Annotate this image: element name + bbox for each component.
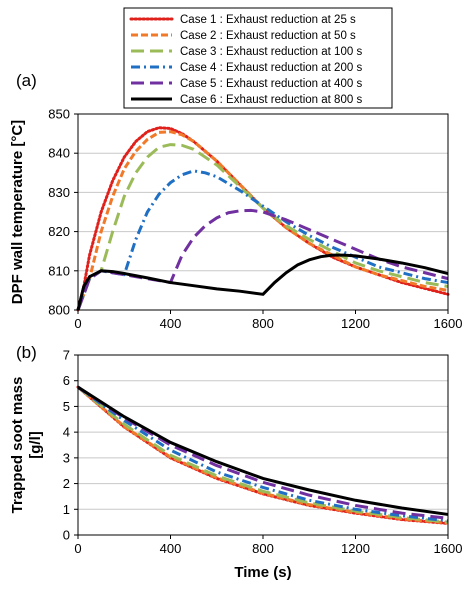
x-tick-label: 800 xyxy=(252,316,274,331)
x-tick-label: 1200 xyxy=(341,316,370,331)
legend-label-case-1: Case 1 : Exhaust reduction at 25 s xyxy=(180,14,356,26)
y-axis-title-line: Trapped soot mass xyxy=(9,377,26,514)
y-tick-label: 800 xyxy=(48,303,70,318)
y-tick-label: 2 xyxy=(63,476,70,491)
y-axis-title: DPF wall temperature [°C] xyxy=(9,120,26,304)
x-tick-label: 400 xyxy=(160,316,182,331)
series-line-case-2 xyxy=(76,130,449,311)
legend: Case 1 : Exhaust reduction at 25 s Case 2… xyxy=(123,7,393,109)
x-tick-label: 800 xyxy=(252,541,274,556)
legend-box xyxy=(123,7,393,109)
y-axis-title-line: [g/l] xyxy=(27,431,44,459)
y-tick-label: 810 xyxy=(48,263,70,278)
legend-label-case-4: Case 4 : Exhaust reduction at 200 s xyxy=(180,62,362,74)
x-tick-label: 1600 xyxy=(434,541,463,556)
series-line-case-3 xyxy=(76,143,449,311)
plot-frame xyxy=(77,354,449,536)
y-tick-label: 1 xyxy=(63,502,70,517)
series-line-case-5 xyxy=(77,385,449,520)
y-tick-label: 830 xyxy=(48,185,70,200)
panel-label: (a) xyxy=(16,71,37,90)
legend-label-case-2: Case 2 : Exhaust reduction at 50 s xyxy=(180,30,356,42)
series-line-case-6 xyxy=(76,253,449,311)
y-tick-label: 0 xyxy=(63,528,70,543)
y-tick-label: 3 xyxy=(63,450,70,465)
series-line-case-3 xyxy=(77,385,449,524)
series-line-case-6 xyxy=(77,385,449,516)
x-tick-label: 1200 xyxy=(341,541,370,556)
y-axis-title: Trapped soot mass[g/l] xyxy=(9,377,44,514)
y-tick-label: 5 xyxy=(63,399,70,414)
panel-a: 800 810 820 830 840 850 0 400 800 1200 1600 (a) DPF … xyxy=(9,71,462,331)
y-tick-label: 6 xyxy=(63,373,70,388)
y-tick-label: 820 xyxy=(48,224,70,239)
y-tick-label: 850 xyxy=(48,107,70,122)
series-line-case-4 xyxy=(76,169,449,311)
x-tick-label: 0 xyxy=(74,316,81,331)
y-tick-label: 840 xyxy=(48,146,70,161)
x-axis-title: Time (s) xyxy=(234,564,291,581)
series-line-case-4 xyxy=(77,385,449,523)
panel-label: (b) xyxy=(16,343,37,362)
panel-b: 0 1 2 3 4 5 6 7 0 400 800 1200 1600 (b) Trapped soot m… xyxy=(9,343,462,581)
x-tick-label: 0 xyxy=(74,541,81,556)
series-line-case-2 xyxy=(77,385,449,525)
y-tick-label: 4 xyxy=(63,425,70,440)
y-tick-label: 7 xyxy=(63,348,70,363)
legend-label-case-5: Case 5 : Exhaust reduction at 400 s xyxy=(180,78,362,90)
legend-label-case-6: Case 6 : Exhaust reduction at 800 s xyxy=(180,94,362,106)
series-line-case-1 xyxy=(76,385,450,525)
x-tick-label: 1600 xyxy=(434,316,463,331)
legend-label-case-3: Case 3 : Exhaust reduction at 100 s xyxy=(180,46,362,58)
x-tick-label: 400 xyxy=(160,541,182,556)
